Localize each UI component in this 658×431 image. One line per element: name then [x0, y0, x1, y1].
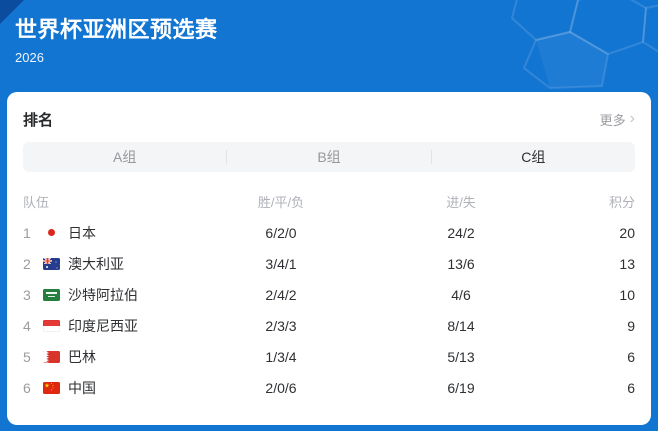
team-name: 沙特阿拉伯	[68, 286, 138, 303]
table-row[interactable]: 5 巴林 1/3/4 5/13 6	[23, 341, 635, 372]
wdl-value: 2/0/6	[265, 379, 297, 396]
points-value: 10	[619, 286, 635, 303]
page-subtitle: 2026	[15, 50, 44, 65]
team-name: 巴林	[68, 348, 96, 365]
points-value: 9	[627, 317, 635, 334]
team-name: 日本	[68, 224, 96, 241]
team-name: 印度尼西亚	[68, 317, 138, 334]
flag-bahrain-icon	[43, 350, 60, 363]
more-link[interactable]: 更多 ›	[600, 110, 635, 129]
rank-label: 1	[23, 224, 31, 241]
table-body: 1 日本 6/2/0 24/2 20 2 澳大利亚 3/4/1 13/6 1 3 …	[23, 217, 635, 403]
wdl-value: 2/4/2	[265, 286, 297, 303]
goals-value: 8/14	[447, 317, 475, 334]
rank-label: 4	[23, 317, 31, 334]
column-header-points: 积分	[608, 194, 635, 210]
rank-label: 3	[23, 286, 31, 303]
page-header: 世界杯亚洲区预选赛 2026	[0, 0, 658, 92]
table-header-row: 队伍 胜/平/负 进/失 积分	[23, 187, 635, 215]
tab-divider	[226, 150, 228, 164]
goals-value: 13/6	[447, 255, 475, 272]
page-title: 世界杯亚洲区预选赛	[15, 17, 218, 42]
table-row[interactable]: 1 日本 6/2/0 24/2 20	[23, 217, 635, 248]
table-row[interactable]: 4 印度尼西亚 2/3/3 8/14 9	[23, 310, 635, 341]
ranking-card: 排名 更多 › A组 B组 C组 队伍 胜/平/负 进/失 积分 1 日本 6/…	[7, 92, 651, 425]
wdl-value: 1/3/4	[265, 348, 297, 365]
points-value: 20	[619, 224, 635, 241]
flag-japan-icon	[43, 226, 60, 239]
more-label: 更多	[599, 112, 626, 128]
tab-divider	[430, 150, 432, 164]
wdl-value: 2/3/3	[265, 317, 297, 334]
points-value: 13	[619, 255, 635, 272]
tab-group-c[interactable]: C组	[521, 149, 546, 165]
column-header-wdl: 胜/平/负	[257, 194, 305, 210]
goals-value: 4/6	[451, 286, 471, 303]
points-value: 6	[627, 348, 635, 365]
section-title: 排名	[23, 111, 54, 129]
wdl-value: 3/4/1	[265, 255, 297, 272]
table-row[interactable]: 6 中国 2/0/6 6/19 6	[23, 372, 635, 403]
flag-indonesia-icon	[43, 319, 60, 332]
wdl-value: 6/2/0	[265, 224, 297, 241]
rank-label: 6	[23, 379, 31, 396]
group-tab-bar: A组 B组 C组	[23, 142, 635, 172]
rank-label: 5	[23, 348, 31, 365]
chevron-right-icon: ›	[629, 110, 635, 127]
flag-saudi-arabia-icon	[43, 288, 60, 301]
tab-group-b[interactable]: B组	[317, 149, 341, 165]
tab-group-a[interactable]: A组	[112, 149, 137, 165]
goals-value: 24/2	[447, 224, 475, 241]
rank-label: 2	[23, 255, 31, 272]
points-value: 6	[627, 379, 635, 396]
team-name: 澳大利亚	[68, 255, 124, 272]
corner-fold-decoration	[0, 0, 24, 24]
flag-australia-icon	[43, 257, 60, 270]
table-row[interactable]: 3 沙特阿拉伯 2/4/2 4/6 10	[23, 279, 635, 310]
table-row[interactable]: 2 澳大利亚 3/4/1 13/6 13	[23, 248, 635, 279]
goals-value: 5/13	[447, 348, 475, 365]
flag-china-icon	[43, 381, 60, 394]
goals-value: 6/19	[447, 379, 475, 396]
column-header-goals: 进/失	[446, 194, 476, 210]
card-header: 排名 更多 ›	[23, 105, 635, 133]
team-name: 中国	[68, 379, 96, 396]
column-header-team: 队伍	[23, 194, 50, 210]
